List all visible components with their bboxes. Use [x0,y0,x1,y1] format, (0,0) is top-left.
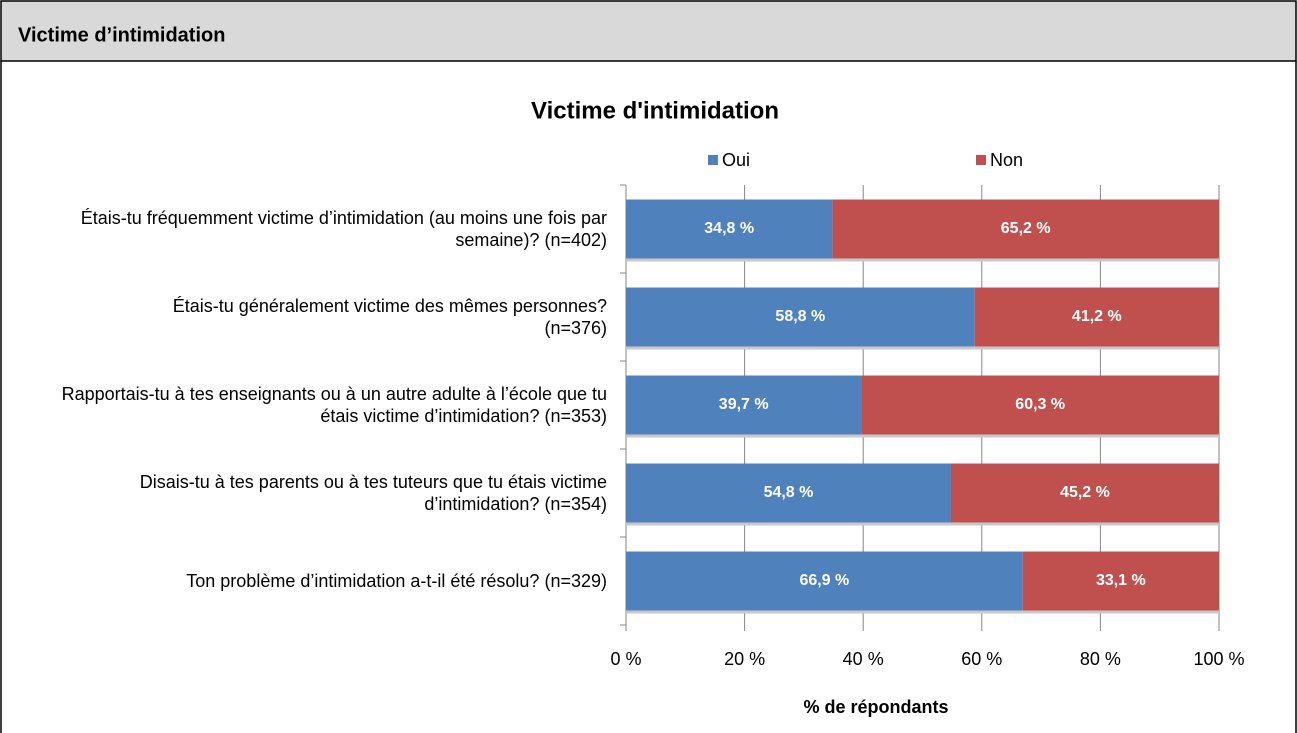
bar [626,463,951,523]
bar-shadow [832,258,1219,262]
x-tick-label: 20 % [724,649,765,669]
value-label: 66,9 % [799,572,849,589]
value-label: 33,1 % [1096,572,1146,589]
category-label: Rapportais-tu à tes enseignants ou à un … [61,384,607,426]
bar-shadow [626,434,862,438]
x-tick-label: 40 % [843,649,884,669]
value-label: 45,2 % [1060,484,1110,501]
bar-shadow [950,522,1219,526]
bar [861,375,1219,435]
bar-shadow [861,434,1219,438]
legend-swatch [708,155,718,165]
header-title: Victime d’intimidation [18,24,225,46]
bar-shadow [1022,610,1219,614]
bar [626,551,1023,611]
x-tick-label: 60 % [961,649,1002,669]
value-label: 60,3 % [1015,396,1065,413]
bar [1022,551,1219,611]
bar-shadow [626,522,951,526]
value-label: 58,8 % [775,308,825,325]
bar [950,463,1219,523]
legend-swatch [976,155,986,165]
value-label: 41,2 % [1072,308,1122,325]
value-label: 39,7 % [719,396,769,413]
bar-shadow [626,610,1023,614]
chart-title: Victime d'intimidation [531,97,779,124]
bar [626,375,862,435]
value-label: 65,2 % [1001,220,1051,237]
bar [626,287,975,347]
category-label: Disais-tu à tes parents ou à tes tuteurs… [139,472,607,514]
category-label: Étais-tu généralement victime des mêmes … [172,296,607,338]
bar [832,199,1219,259]
bar [974,287,1219,347]
bar-shadow [626,346,975,350]
bar-shadow [626,258,833,262]
x-tick-label: 80 % [1080,649,1121,669]
value-label: 34,8 % [704,220,754,237]
category-label: Étais-tu fréquemment victime d’intimidat… [80,208,607,250]
bar-shadow [974,346,1219,350]
x-tick-label: 100 % [1193,649,1244,669]
header-bar [0,0,1297,62]
x-axis-title: % de répondants [803,697,948,717]
x-tick-label: 0 % [610,649,641,669]
value-label: 54,8 % [764,484,814,501]
legend-label: Non [990,150,1023,170]
bar [626,199,833,259]
category-label: Ton problème d’intimidation a-t-il été r… [186,571,607,591]
legend-label: Oui [722,150,750,170]
